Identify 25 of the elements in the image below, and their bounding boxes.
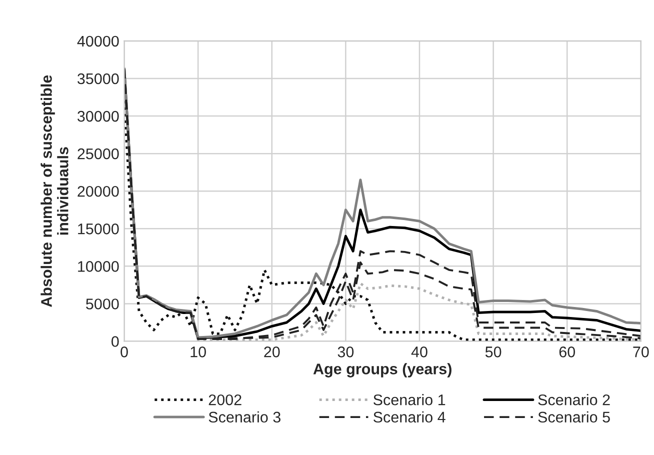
y-tick-label: 30000 <box>78 110 119 122</box>
y-tick-label: 35000 <box>78 73 119 84</box>
x-tick-label: 20 <box>264 346 280 358</box>
legend-label: Scenario 2 <box>538 394 610 406</box>
legend-label: 2002 <box>208 394 242 406</box>
y-axis-title: Absolute number of susceptible individuauls <box>40 75 68 308</box>
y-tick-label: 20000 <box>78 186 119 197</box>
x-tick-label: 10 <box>190 346 206 358</box>
legend-label: Scenario 1 <box>374 394 446 406</box>
x-tick-label: 60 <box>559 346 576 358</box>
y-tick-label: 10000 <box>78 261 119 272</box>
x-tick-label: 40 <box>411 346 428 358</box>
legend-label: Scenario 5 <box>538 411 610 423</box>
x-tick-label: 30 <box>338 346 354 358</box>
legend-label: Scenario 4 <box>374 411 446 423</box>
y-tick-label: 40000 <box>77 36 119 47</box>
x-axis-title: Age groups (years) <box>313 363 452 378</box>
y-tick-label: 5000 <box>86 298 119 310</box>
y-tick-label: 15000 <box>78 224 119 234</box>
x-tick-label: 70 <box>633 346 649 358</box>
x-tick-label: 0 <box>120 346 128 358</box>
legend-label: Scenario 3 <box>208 411 280 423</box>
x-tick-label: 50 <box>485 346 502 358</box>
y-tick-label: 25000 <box>78 148 119 160</box>
y-tick-label: 0 <box>112 336 119 347</box>
